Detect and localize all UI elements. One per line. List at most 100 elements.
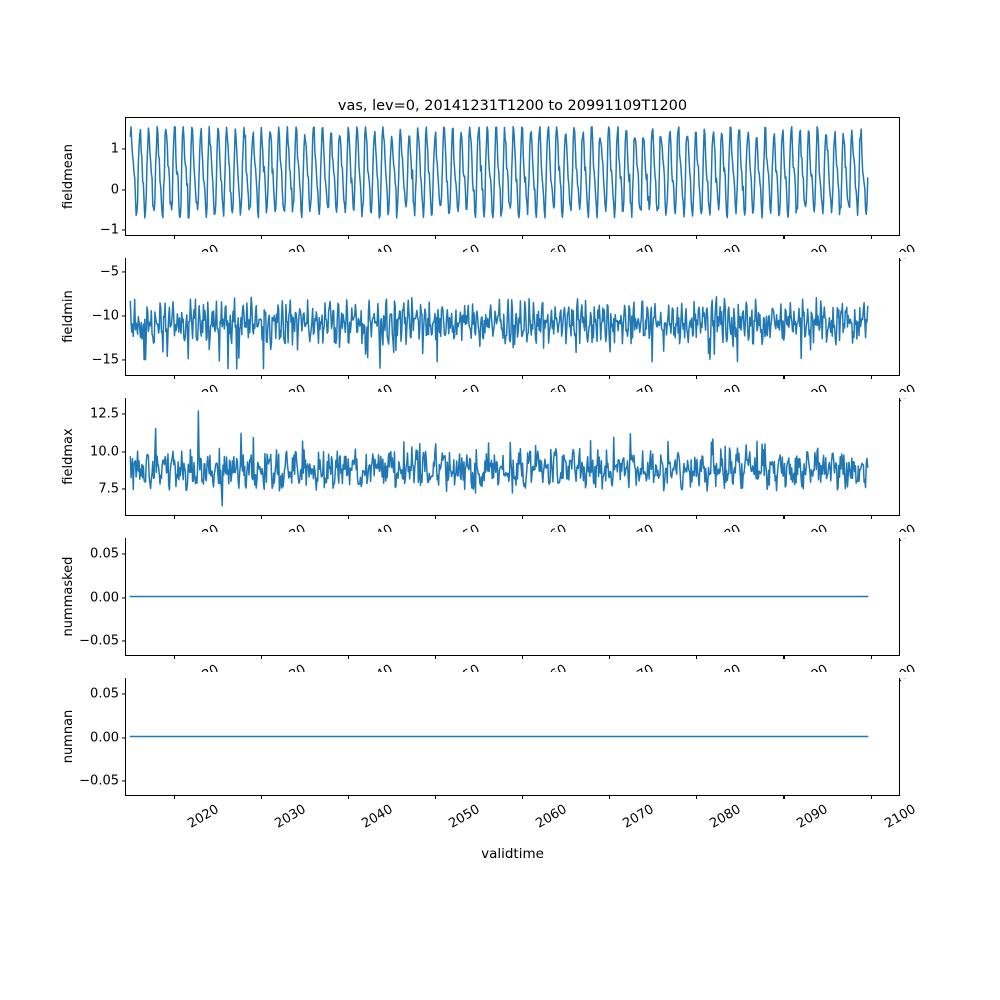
x-tick-mark: [696, 235, 698, 240]
x-tick-mark: [870, 375, 872, 380]
x-tick-mark: [783, 655, 785, 660]
series-line-fieldmin: [129, 296, 869, 370]
x-tick-mark: [435, 375, 437, 380]
y-tick-label: −0.05: [79, 633, 119, 649]
x-tick-label: 2020: [185, 802, 222, 832]
subplot-fieldmax: 7.510.012.5fieldmax202020302040205020602…: [61, 397, 918, 552]
x-tick-mark: [696, 655, 698, 660]
y-tick-mark: [121, 271, 126, 273]
x-tick-label: 2080: [707, 802, 744, 832]
data-line-fieldmin: [129, 296, 869, 370]
x-tick-mark: [609, 235, 611, 240]
y-tick-mark: [121, 596, 126, 599]
subplot-numnan: 0.05 0.00 −0.05 numnan 2020 2030 2040 2050 2060 2…: [61, 677, 918, 832]
subplot-fieldmin: −5−10−15fieldmin202020302040205020602070…: [61, 257, 918, 412]
plot-area-fieldmax: [126, 398, 899, 515]
y-tick-label: 0.05: [90, 686, 119, 702]
x-tick-mark: [260, 655, 263, 660]
x-tick-mark: [783, 795, 785, 800]
x-tick-mark: [435, 235, 437, 240]
x-tick-mark: [260, 515, 263, 520]
x-tick-mark: [348, 795, 350, 800]
y-axis-label-fieldmax: fieldmax: [60, 427, 76, 485]
y-tick-label: 12.5: [90, 406, 119, 422]
x-tick-mark: [783, 235, 785, 240]
plot-area-nummasked: [126, 538, 899, 655]
x-tick-mark: [435, 795, 437, 800]
x-tick-mark: [870, 515, 872, 520]
y-tick-label: 7.5: [98, 481, 119, 497]
y-axis-label-fieldmin: fieldmin: [60, 289, 76, 343]
y-tick-mark: [121, 358, 126, 361]
x-tick-mark: [870, 655, 872, 660]
x-tick-mark: [522, 515, 524, 520]
y-tick-label: 1: [110, 141, 119, 157]
y-tick-mark: [121, 229, 126, 231]
x-tick-mark: [696, 515, 698, 520]
x-tick-mark: [609, 655, 611, 660]
y-tick-label: 0.05: [90, 546, 119, 562]
x-tick-mark: [260, 795, 263, 800]
y-tick-label: −5: [99, 264, 119, 280]
y-tick-mark: [121, 413, 126, 415]
x-tick-mark: [260, 235, 263, 240]
x-tick-mark: [522, 235, 524, 240]
data-line-fieldmean: [129, 125, 869, 219]
y-tick-mark: [121, 488, 126, 490]
y-tick-mark: [121, 451, 126, 453]
series-line-fieldmax: [129, 410, 869, 507]
y-tick-label: −15: [91, 352, 119, 367]
x-axis-label: validtime: [481, 846, 544, 862]
axes-overlap-mask: [0, 532, 1000, 538]
y-tick-mark: [121, 553, 126, 555]
x-tick-label: 2070: [620, 802, 657, 832]
y-tick-mark: [121, 693, 126, 695]
y-tick-mark: [121, 315, 126, 317]
y-tick-mark: [121, 189, 126, 191]
series-line-fieldmean: [129, 125, 869, 219]
y-tick-mark: [121, 640, 126, 642]
x-tick-mark: [173, 515, 175, 520]
plot-area-fieldmin: [126, 258, 899, 375]
x-tick-mark: [783, 375, 785, 380]
x-tick-mark: [522, 655, 524, 660]
x-tick-label: 2100: [881, 802, 919, 832]
x-tick-label: 2030: [272, 802, 309, 832]
x-tick-mark: [173, 235, 175, 240]
x-tick-mark: [783, 515, 785, 520]
x-tick-mark: [348, 375, 350, 380]
x-tick-mark: [173, 795, 175, 800]
plot-area-numnan: [126, 678, 899, 795]
plot-area-fieldmean: [126, 118, 899, 235]
x-tick-mark: [435, 655, 437, 660]
subplot-fieldmean: −101fieldmean202020302040205020602070208…: [61, 117, 918, 272]
y-axis-label-nummasked: nummasked: [60, 556, 76, 636]
y-tick-label: 10.0: [90, 444, 119, 460]
x-tick-label: 2090: [794, 802, 832, 832]
series-line-nummasked: [129, 595, 869, 598]
y-tick-label: −0.05: [79, 773, 119, 789]
y-tick-mark: [121, 736, 126, 739]
y-tick-mark: [121, 148, 126, 150]
y-tick-label: 0.00: [90, 730, 119, 745]
x-tick-mark: [173, 375, 175, 380]
y-axis-label-fieldmean: fieldmean: [60, 143, 76, 209]
x-tick-mark: [522, 375, 524, 380]
y-tick-label: 0.00: [90, 590, 119, 605]
data-line-fieldmax: [129, 410, 869, 507]
x-tick-mark: [870, 235, 872, 240]
series-line-numnan: [129, 735, 869, 738]
x-tick-mark: [435, 515, 437, 520]
x-tick-mark: [609, 375, 611, 380]
x-tick-mark: [696, 795, 698, 800]
chart-title: vas, lev=0, 20141231T1200 to 20991109T12…: [337, 98, 688, 114]
x-tick-mark: [348, 515, 350, 520]
axes-overlap-mask: [0, 252, 1000, 258]
x-tick-mark: [260, 375, 263, 380]
x-tick-mark: [870, 795, 872, 800]
x-tick-label: 2040: [359, 802, 396, 832]
x-tick-mark: [696, 375, 698, 380]
x-tick-mark: [609, 795, 611, 800]
x-tick-label: 2050: [446, 802, 483, 832]
